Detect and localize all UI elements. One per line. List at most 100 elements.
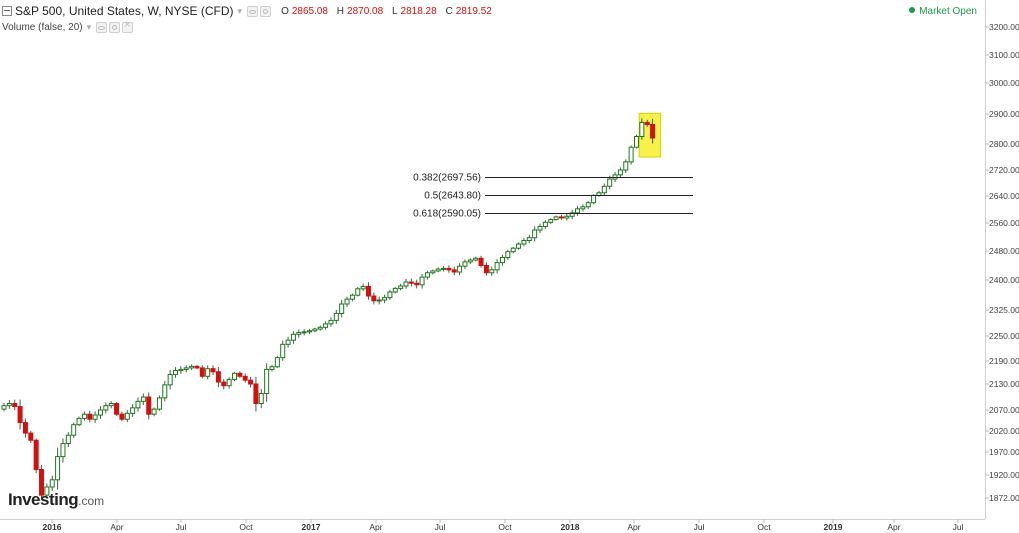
candle[interactable] bbox=[644, 119, 650, 127]
candle[interactable] bbox=[355, 287, 361, 297]
candle[interactable] bbox=[33, 438, 39, 474]
candle[interactable] bbox=[457, 263, 463, 276]
candle[interactable] bbox=[199, 365, 205, 379]
candle[interactable] bbox=[558, 214, 564, 220]
candle[interactable] bbox=[398, 283, 404, 291]
candle[interactable] bbox=[639, 118, 645, 140]
candle[interactable] bbox=[231, 371, 237, 382]
candle[interactable] bbox=[650, 118, 656, 144]
candle[interactable] bbox=[371, 292, 377, 305]
fib-level[interactable]: 0.5(2643.80) bbox=[424, 191, 693, 202]
candle[interactable] bbox=[628, 145, 634, 165]
candle[interactable] bbox=[489, 266, 495, 276]
candle[interactable] bbox=[360, 283, 366, 292]
candle[interactable] bbox=[237, 371, 243, 378]
candle[interactable] bbox=[17, 399, 23, 430]
candle[interactable] bbox=[258, 389, 264, 409]
candle[interactable] bbox=[81, 411, 87, 421]
candle[interactable] bbox=[194, 365, 200, 370]
candle[interactable] bbox=[215, 367, 221, 388]
candle[interactable] bbox=[317, 325, 323, 331]
candle[interactable] bbox=[344, 296, 350, 307]
candle[interactable] bbox=[60, 438, 66, 463]
candle[interactable] bbox=[333, 310, 339, 324]
candle[interactable] bbox=[226, 377, 232, 389]
candle[interactable] bbox=[280, 340, 286, 361]
candle[interactable] bbox=[103, 402, 109, 414]
candle[interactable] bbox=[494, 259, 500, 274]
candle[interactable] bbox=[505, 249, 511, 260]
indicator-settings-icon[interactable] bbox=[109, 21, 121, 33]
candle[interactable] bbox=[478, 255, 484, 268]
candle[interactable] bbox=[55, 447, 61, 490]
candle[interactable] bbox=[108, 401, 114, 409]
candle[interactable] bbox=[467, 258, 473, 264]
candle[interactable] bbox=[633, 134, 639, 149]
candle[interactable] bbox=[441, 265, 447, 272]
candle[interactable] bbox=[189, 364, 195, 371]
candle[interactable] bbox=[612, 171, 618, 183]
visibility-icon[interactable] bbox=[247, 5, 259, 17]
candle[interactable] bbox=[44, 483, 50, 499]
candle[interactable] bbox=[1, 402, 7, 412]
candle[interactable] bbox=[242, 373, 248, 383]
candle[interactable] bbox=[22, 418, 28, 438]
candle[interactable] bbox=[424, 270, 430, 280]
candle[interactable] bbox=[135, 397, 141, 412]
candle[interactable] bbox=[323, 321, 329, 330]
candle[interactable] bbox=[124, 410, 130, 423]
highlight-box[interactable] bbox=[638, 112, 662, 158]
candle[interactable] bbox=[178, 366, 184, 374]
candle[interactable] bbox=[569, 209, 575, 220]
indicator-visibility-icon[interactable] bbox=[96, 21, 108, 33]
candle[interactable] bbox=[446, 265, 452, 273]
candle[interactable] bbox=[274, 355, 280, 368]
candle[interactable] bbox=[49, 475, 55, 491]
candle[interactable] bbox=[521, 237, 527, 247]
candle[interactable] bbox=[221, 379, 227, 390]
candle[interactable] bbox=[269, 365, 275, 372]
candle[interactable] bbox=[6, 400, 12, 409]
candle[interactable] bbox=[532, 226, 538, 242]
candle[interactable] bbox=[97, 406, 103, 419]
candle[interactable] bbox=[296, 329, 302, 338]
chevron-down-icon[interactable]: ▾ bbox=[237, 5, 243, 16]
candle[interactable] bbox=[92, 411, 98, 423]
candle[interactable] bbox=[473, 256, 479, 262]
candle[interactable] bbox=[151, 407, 157, 417]
candle[interactable] bbox=[462, 259, 468, 270]
candle[interactable] bbox=[71, 422, 77, 438]
candle[interactable] bbox=[548, 218, 554, 225]
candle[interactable] bbox=[328, 317, 334, 327]
candle[interactable] bbox=[601, 183, 607, 196]
candle[interactable] bbox=[162, 381, 168, 402]
candle[interactable] bbox=[87, 410, 93, 423]
candle[interactable] bbox=[376, 296, 382, 305]
candle[interactable] bbox=[537, 223, 543, 234]
candle[interactable] bbox=[167, 370, 173, 390]
candle[interactable] bbox=[435, 267, 441, 273]
indicator-chevron-icon[interactable]: ▾ bbox=[86, 21, 92, 32]
candle[interactable] bbox=[580, 204, 586, 212]
candle[interactable] bbox=[387, 289, 393, 301]
fib-level[interactable]: 0.382(2697.56) bbox=[413, 173, 693, 184]
candle[interactable] bbox=[408, 278, 414, 287]
candle[interactable] bbox=[130, 404, 136, 417]
candle[interactable] bbox=[290, 331, 296, 344]
candle[interactable] bbox=[499, 254, 505, 266]
candle[interactable] bbox=[312, 327, 318, 333]
indicator-close-icon[interactable] bbox=[122, 19, 134, 33]
candle[interactable] bbox=[39, 464, 45, 499]
candle[interactable] bbox=[28, 430, 34, 444]
candle[interactable] bbox=[301, 329, 307, 336]
candle[interactable] bbox=[183, 365, 189, 373]
candle[interactable] bbox=[140, 393, 146, 406]
candle[interactable] bbox=[156, 395, 162, 411]
candle[interactable] bbox=[12, 399, 18, 411]
collapse-icon[interactable] bbox=[2, 6, 12, 16]
candle[interactable] bbox=[264, 363, 270, 402]
candle[interactable] bbox=[419, 273, 425, 289]
candle[interactable] bbox=[339, 299, 345, 318]
